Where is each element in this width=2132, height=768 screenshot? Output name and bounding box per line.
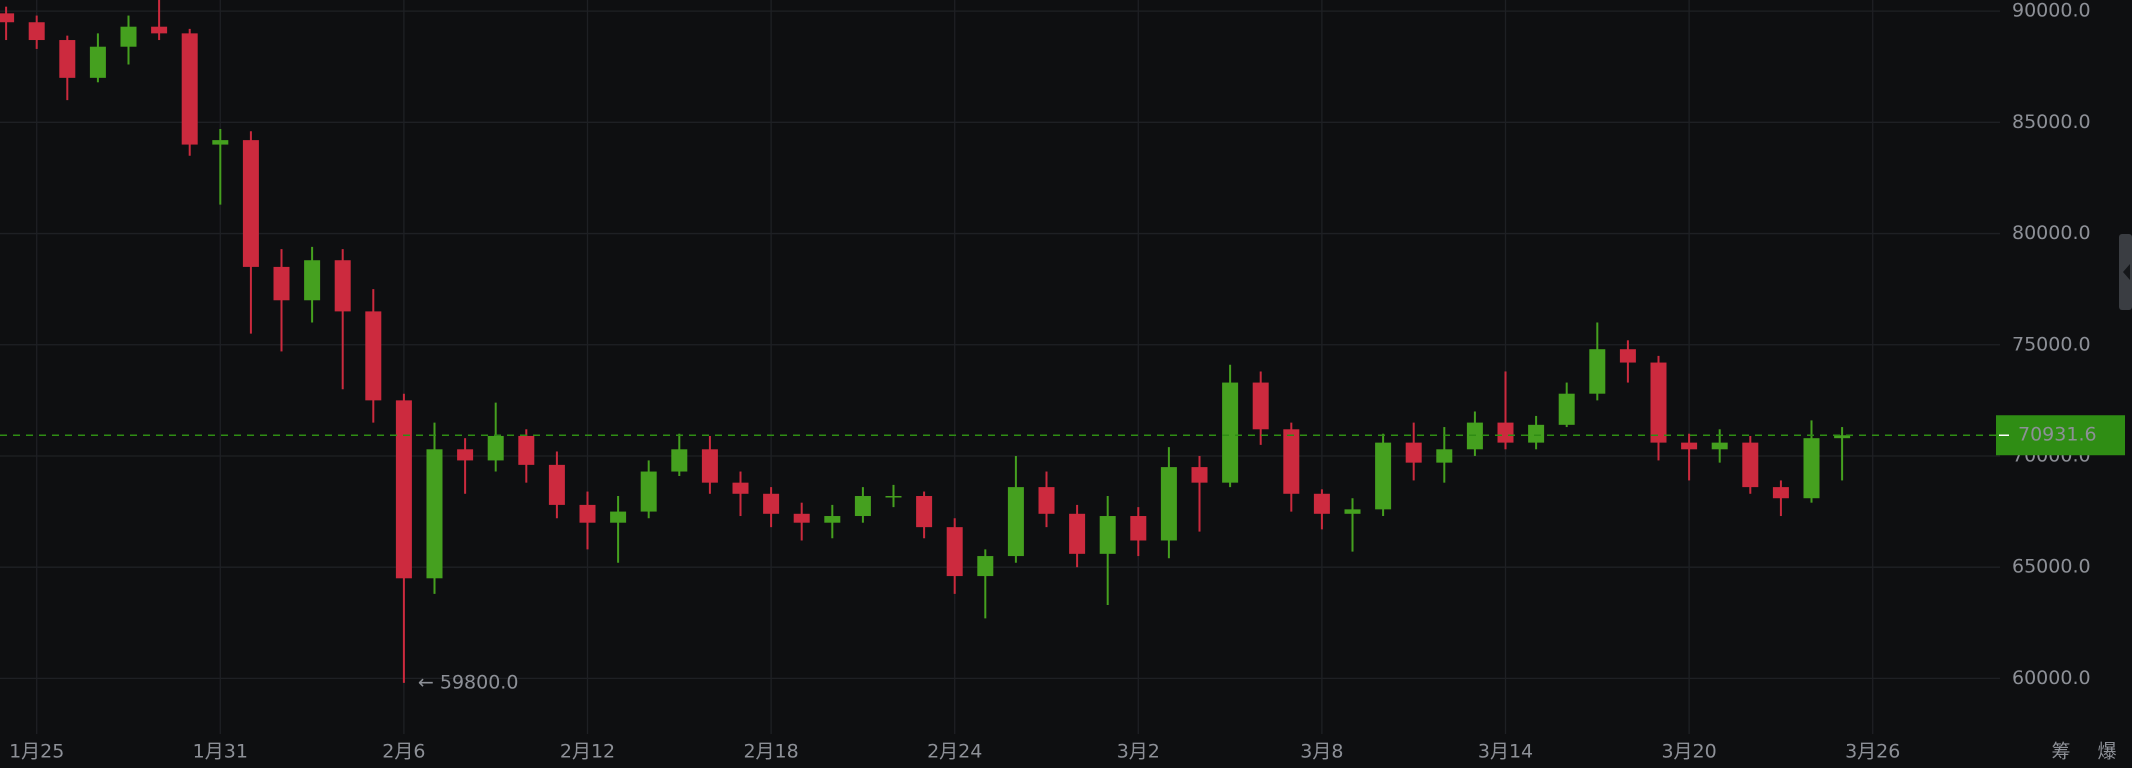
candles: [0, 0, 1851, 683]
candle-body: [1252, 382, 1269, 430]
candle-body: [1619, 349, 1636, 363]
candle-body: [1803, 438, 1820, 499]
candle-body: [1405, 442, 1422, 463]
candle-body: [977, 556, 994, 577]
candle-body: [457, 449, 474, 461]
last-price-label: 70931.6: [2018, 424, 2097, 446]
y-tick-label: 90000.0: [2012, 0, 2091, 22]
candle-body: [610, 511, 627, 523]
side-tab-arrow: [2123, 264, 2130, 280]
x-tick-label: 3月26: [1845, 741, 1900, 763]
candle-body: [824, 516, 841, 523]
low-annotation: ← 59800.0: [418, 671, 519, 693]
candle-body: [518, 435, 535, 465]
candle-body: [1375, 442, 1392, 510]
candle-body: [242, 140, 259, 267]
candle-body: [151, 26, 168, 34]
y-tick-label: 60000.0: [2012, 667, 2091, 689]
x-tick-label: 1月31: [193, 741, 248, 763]
candle-body: [365, 311, 382, 401]
x-tick-label: 3月8: [1300, 741, 1343, 763]
candle-body: [487, 435, 504, 461]
candle-body: [273, 266, 290, 301]
candle-body: [426, 449, 443, 579]
candle-body: [1558, 393, 1575, 425]
candle-body: [212, 140, 229, 145]
candle-body: [1007, 487, 1024, 557]
x-tick-label: 2月18: [743, 741, 798, 763]
candle-body: [1589, 349, 1606, 394]
candle-body: [1772, 487, 1789, 499]
candle-body: [701, 449, 718, 483]
candle-body: [1742, 442, 1759, 488]
candle-body: [1130, 516, 1147, 541]
candle-body: [59, 40, 76, 78]
candle-body: [1191, 467, 1208, 483]
y-tick-label: 75000.0: [2012, 333, 2091, 355]
candle-body: [763, 493, 780, 514]
candle-body: [548, 464, 565, 505]
candle-body: [916, 496, 933, 528]
candle-body: [304, 260, 321, 301]
y-tick-label: 80000.0: [2012, 222, 2091, 244]
candle-body: [1650, 362, 1667, 443]
candle-body: [1313, 493, 1330, 514]
candle-body: [1711, 442, 1728, 450]
candle-body: [946, 527, 963, 577]
candle-body: [579, 504, 596, 523]
candle-body: [1283, 429, 1300, 494]
x-tick-label: 3月2: [1117, 741, 1160, 763]
candle-body: [1222, 382, 1239, 483]
candle-body: [793, 513, 810, 523]
candle-body: [1099, 516, 1116, 554]
candle-body: [89, 46, 106, 78]
candle-body: [120, 26, 137, 47]
candle-body: [1834, 435, 1851, 439]
candle-body: [854, 496, 871, 517]
x-tick-label: 3月14: [1478, 741, 1533, 763]
candle-body: [181, 33, 198, 145]
candle-body: [28, 22, 45, 41]
candle-body: [885, 496, 902, 498]
candle-body: [671, 449, 688, 472]
candle-body: [1436, 449, 1453, 463]
candle-body: [640, 471, 657, 512]
x-tick-label: 3月20: [1661, 741, 1716, 763]
candle-body: [1344, 509, 1361, 514]
x-tick-label: 2月24: [927, 741, 982, 763]
candle-body: [1497, 422, 1514, 443]
last-price-box: [1996, 415, 2125, 456]
toolbar-button[interactable]: 爆: [2097, 741, 2116, 763]
overlay: ← 59800.0 70931.6: [0, 415, 2125, 693]
candle-body: [334, 260, 351, 312]
x-tick-label: 2月12: [560, 741, 615, 763]
x-tick-label: 2月6: [382, 741, 425, 763]
candle-body: [1160, 467, 1177, 541]
candle-body: [1038, 487, 1055, 514]
y-tick-label: 65000.0: [2012, 556, 2091, 578]
candle-body: [1069, 513, 1086, 554]
candle-body: [1528, 424, 1545, 443]
x-tick-label: 1月25: [9, 741, 64, 763]
grid: 60000.065000.070000.075000.080000.085000…: [0, 0, 2091, 763]
candle-body: [1681, 442, 1698, 450]
toolbar-button[interactable]: 筹: [2051, 741, 2070, 763]
candle-body: [732, 482, 749, 494]
y-tick-label: 85000.0: [2012, 111, 2091, 133]
candle-body: [0, 13, 15, 23]
candle-body: [395, 400, 412, 579]
